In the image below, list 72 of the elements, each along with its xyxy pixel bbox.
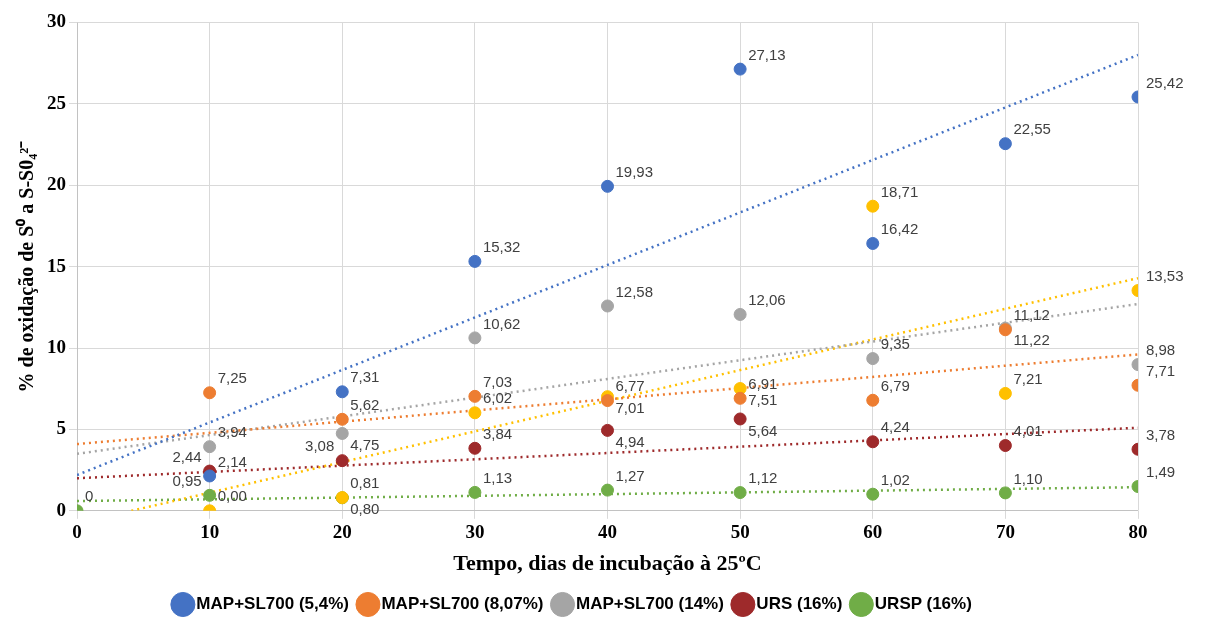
data-label: 4,75 xyxy=(350,436,380,454)
y-tick-label: 25 xyxy=(47,91,66,113)
legend-label: MAP+SL700 (8,07%) xyxy=(381,594,544,614)
data-label: 16,42 xyxy=(880,220,919,238)
y-tick-label: 5 xyxy=(56,417,66,439)
data-label: 5,64 xyxy=(748,421,778,439)
data-label: 1,10 xyxy=(1013,469,1043,487)
y-tick-label: 10 xyxy=(47,335,66,357)
x-tick-label: 70 xyxy=(995,521,1015,543)
x-tick-label: 40 xyxy=(598,521,617,543)
x-tick-label: 10 xyxy=(200,521,220,543)
data-label: 0,81 xyxy=(350,474,380,492)
data-label: 7,51 xyxy=(748,391,778,409)
data-label: 18,71 xyxy=(880,182,919,200)
data-label: 25,42 xyxy=(1146,73,1184,91)
data-label: 4,94 xyxy=(615,433,645,451)
data-label: 0,95 xyxy=(172,471,202,489)
data-label: 3,78 xyxy=(1146,425,1176,443)
data-label: 11,22 xyxy=(1013,330,1050,348)
x-tick-label: 80 xyxy=(1128,521,1148,543)
data-label: 1,49 xyxy=(1146,463,1176,481)
data-label: 1,12 xyxy=(748,469,778,487)
data-label: 1,02 xyxy=(880,470,910,488)
y-axis-title: % de oxidação de S⁰ a S-S0₄²⁻ xyxy=(15,140,39,393)
data-label: 10,62 xyxy=(482,314,521,332)
data-label: 3,08 xyxy=(305,437,335,455)
data-label: 27,13 xyxy=(748,45,786,63)
data-label: 0 xyxy=(85,487,94,505)
data-label: 4,24 xyxy=(880,418,910,436)
x-tick-label: 60 xyxy=(863,521,883,543)
data-label: 6,02 xyxy=(482,389,513,407)
legend-label: MAP+SL700 (5,4%) xyxy=(196,594,349,614)
data-label: 7,31 xyxy=(350,368,380,386)
data-label: 1,13 xyxy=(482,469,513,487)
y-tick-label: 0 xyxy=(56,498,66,520)
x-tick-label: 50 xyxy=(730,521,750,543)
x-tick-label: 0 xyxy=(72,521,82,543)
data-label: 4,01 xyxy=(1013,422,1043,440)
data-label: 6,79 xyxy=(880,376,910,394)
data-label: 7,25 xyxy=(217,369,247,387)
data-label: 2,44 xyxy=(172,447,202,465)
data-label: 12,58 xyxy=(615,282,654,300)
data-label: 11,12 xyxy=(1013,306,1050,324)
data-label: 5,62 xyxy=(350,395,380,413)
legend-label: URS (16%) xyxy=(756,594,843,614)
data-label: 19,93 xyxy=(615,162,654,180)
data-label: 6,91 xyxy=(748,374,778,392)
data-label: 13,53 xyxy=(1146,267,1184,285)
data-label: 22,55 xyxy=(1013,120,1051,138)
data-label: 0,80 xyxy=(350,500,380,518)
legend-label: URSP (16%) xyxy=(874,594,972,614)
data-label: 2,14 xyxy=(217,452,247,470)
data-label: 9,35 xyxy=(880,335,910,353)
data-label: 6,77 xyxy=(615,377,645,395)
y-tick-label: 15 xyxy=(47,254,66,276)
data-label: 15,32 xyxy=(482,238,521,256)
x-tick-label: 20 xyxy=(332,521,352,543)
x-tick-label: 30 xyxy=(465,521,485,543)
data-label: 7,01 xyxy=(615,399,645,417)
data-label: 7,03 xyxy=(482,372,513,390)
data-label: 8,98 xyxy=(1146,341,1176,359)
data-label: 3,84 xyxy=(482,424,513,442)
data-label: 1,27 xyxy=(615,466,645,484)
data-label: 7,21 xyxy=(1013,370,1043,388)
data-label: 7,71 xyxy=(1146,361,1176,379)
x-axis-title: Tempo, dias de incubação à 25ºC xyxy=(453,550,762,576)
data-label: 0,00 xyxy=(217,487,247,505)
y-tick-label: 30 xyxy=(47,10,66,32)
legend-label: MAP+SL700 (14%) xyxy=(576,594,724,614)
data-label: 3,94 xyxy=(217,423,247,441)
data-label: 12,06 xyxy=(748,291,786,309)
y-tick-label: 20 xyxy=(47,173,66,195)
